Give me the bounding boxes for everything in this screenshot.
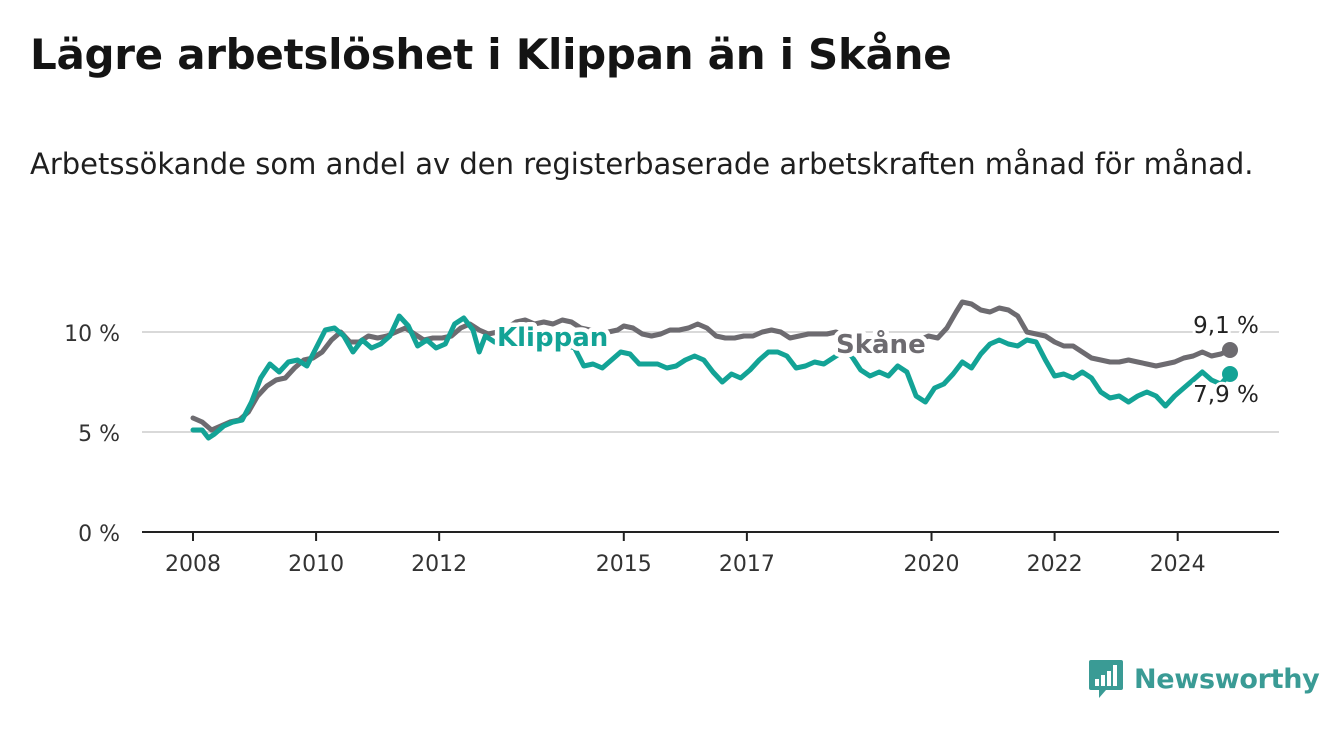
y-tick-label: 10 % (64, 322, 120, 347)
newsworthy-bar-chart-icon (1089, 660, 1123, 698)
end-value-label-skane: 9,1 % (1193, 313, 1259, 339)
series-label-skane: Skåne (836, 328, 926, 360)
x-tick-label: 2017 (719, 552, 775, 577)
x-tick-label: 2015 (596, 552, 652, 577)
end-point-skane (1222, 342, 1238, 358)
x-tick-label: 2022 (1027, 552, 1083, 577)
x-tick-label: 2012 (411, 552, 467, 577)
x-tick-label: 2024 (1150, 552, 1206, 577)
y-tick-label: 0 % (78, 522, 120, 547)
end-value-label-klippan: 7,9 % (1193, 382, 1259, 408)
series-label-klippan: Klippan (497, 323, 608, 353)
x-tick-label: 2008 (165, 552, 221, 577)
newsworthy-logo-text: Newsworthy (1134, 663, 1320, 695)
series-lines (190, 299, 1238, 441)
axes: 0 % 5 % 10 % 2008 2010 2012 2015 2017 2020 2022 20… (64, 322, 1279, 577)
x-tick-label: 2020 (904, 552, 960, 577)
x-tick-label: 2010 (288, 552, 344, 577)
end-point-klippan (1222, 366, 1238, 382)
y-tick-label: 5 % (78, 422, 120, 447)
series-line-skane (190, 299, 1233, 433)
series-line-klippan (190, 313, 1233, 441)
series-labels: Klippan Skåne 9,1 % 7,9 % (493, 310, 1262, 411)
newsworthy-logo: Newsworthy (1088, 658, 1320, 700)
gridlines (142, 331, 1279, 433)
chart-subtitle: Arbetssökande som andel av den registerb… (30, 147, 1254, 181)
chart-title: Lägre arbetslöshet i Klippan än i Skåne (30, 30, 952, 79)
